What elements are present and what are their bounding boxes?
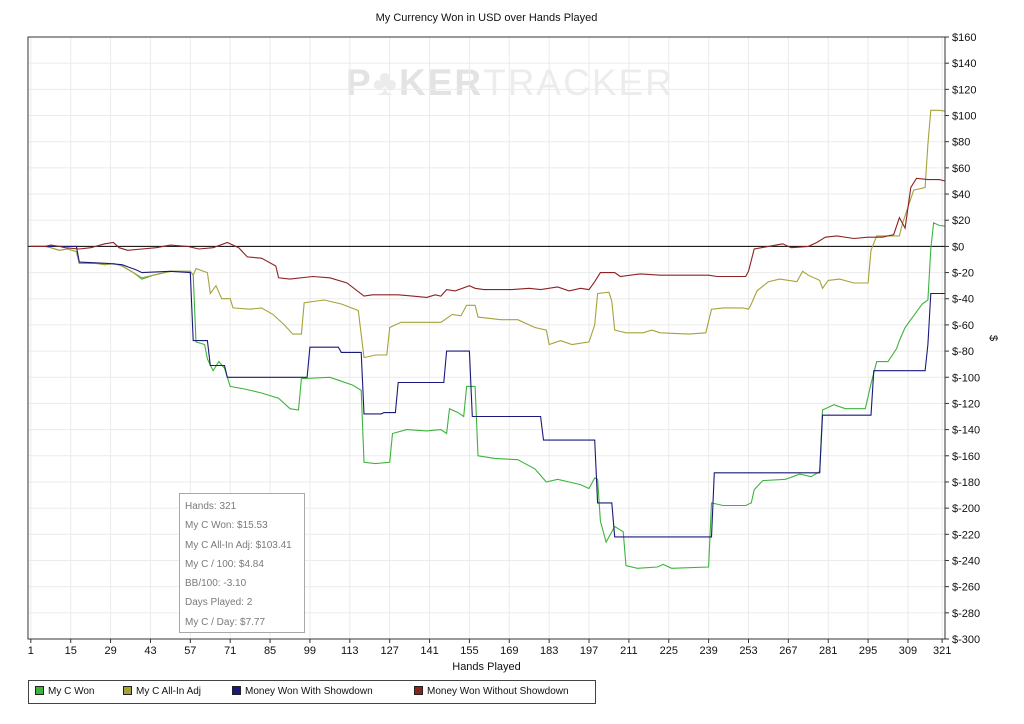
x-tick-label: 295 (859, 645, 877, 657)
legend-label: My C Won (48, 686, 95, 697)
stats-summary-box: Hands: 321 My C Won: $15.53 My C All-In … (179, 493, 305, 633)
x-tick-label: 281 (819, 645, 837, 657)
y-tick-label: $-200 (952, 503, 980, 515)
stat-bb-per-100: BB/100: -3.10 (185, 578, 247, 590)
chart-title: My Currency Won in USD over Hands Played (375, 12, 598, 24)
y-tick-label: $100 (952, 111, 976, 123)
series-line-my-c-all-in-adj (30, 109, 946, 359)
y-tick-label: $-60 (952, 320, 974, 332)
x-tick-label: 1 (28, 645, 34, 657)
y-tick-label: $-160 (952, 451, 980, 463)
y-tick-label: $140 (952, 58, 976, 70)
legend-swatch (35, 686, 44, 695)
stat-my-c-all-in-adj: My C All-In Adj: $103.41 (185, 539, 292, 551)
stat-my-c-per-day: My C / Day: $7.77 (185, 616, 266, 628)
x-tick-label: 15 (65, 645, 77, 657)
x-tick-label: 57 (184, 645, 196, 657)
x-tick-label: 113 (341, 645, 359, 657)
legend-item-money-won-without-showdown[interactable]: Money Won Without Showdown (414, 681, 569, 703)
x-tick-label: 183 (540, 645, 558, 657)
x-tick-label: 253 (739, 645, 757, 657)
y-tick-label: $0 (952, 241, 964, 253)
x-tick-label: 225 (660, 645, 678, 657)
x-tick-label: 71 (224, 645, 236, 657)
y-tick-label: $120 (952, 84, 976, 96)
x-tick-label: 239 (699, 645, 717, 657)
x-tick-label: 309 (899, 645, 917, 657)
pokertracker-watermark-logo: P♣KERTRACKER (346, 62, 674, 103)
legend-item-money-won-with-showdown[interactable]: Money Won With Showdown (232, 681, 373, 703)
legend-swatch (232, 686, 241, 695)
legend-item-my-c-all-in-adj[interactable]: My C All-In Adj (123, 681, 201, 703)
x-tick-label: 85 (264, 645, 276, 657)
y-tick-label: $-220 (952, 529, 980, 541)
stat-days-played: Days Played: 2 (185, 597, 253, 609)
y-tick-label: $-100 (952, 372, 980, 384)
stat-my-c-per-100: My C / 100: $4.84 (185, 558, 264, 570)
legend-label: My C All-In Adj (136, 686, 202, 697)
x-tick-label: 141 (420, 645, 438, 657)
y-tick-label: $-80 (952, 346, 974, 358)
y-tick-label: $20 (952, 215, 970, 227)
y-tick-label: $-300 (952, 634, 980, 646)
x-tick-label: 169 (500, 645, 518, 657)
y-axis-label: $ (987, 335, 999, 341)
y-tick-label: $-240 (952, 555, 980, 567)
x-tick-label: 127 (380, 645, 398, 657)
series-line-money-won-with-showdown (30, 245, 945, 538)
x-tick-label: 99 (304, 645, 316, 657)
chart-legend: My C Won My C All-In Adj Money Won With … (28, 680, 596, 704)
x-tick-label: 43 (144, 645, 156, 657)
legend-swatch (123, 686, 132, 695)
x-tick-label: 321 (933, 645, 951, 657)
series-line-money-won-without-showdown (30, 177, 946, 298)
plot-frame (27, 36, 946, 640)
y-tick-label: $-120 (952, 398, 980, 410)
x-tick-label: 267 (779, 645, 797, 657)
y-tick-label: $-40 (952, 294, 974, 306)
x-tick-label: 197 (580, 645, 598, 657)
x-axis-label: Hands Played (452, 661, 521, 673)
y-tick-label: $-140 (952, 425, 980, 437)
legend-label: Money Won With Showdown (245, 686, 373, 697)
x-tick-label: 211 (620, 645, 638, 657)
y-tick-label: $40 (952, 189, 970, 201)
stat-my-c-won: My C Won: $15.53 (185, 520, 268, 532)
stat-hands: Hands: 321 (185, 501, 237, 512)
x-tick-label: 155 (460, 645, 478, 657)
y-tick-label: $60 (952, 163, 970, 175)
y-tick-label: $-280 (952, 608, 980, 620)
x-tick-label: 29 (104, 645, 116, 657)
legend-label: Money Won Without Showdown (427, 686, 569, 697)
y-tick-label: $-180 (952, 477, 980, 489)
y-tick-label: $-260 (952, 582, 980, 594)
y-tick-label: $160 (952, 32, 976, 44)
y-tick-label: $-20 (952, 268, 974, 280)
legend-swatch (414, 686, 423, 695)
legend-item-my-c-won[interactable]: My C Won (35, 681, 95, 703)
y-tick-label: $80 (952, 137, 970, 149)
